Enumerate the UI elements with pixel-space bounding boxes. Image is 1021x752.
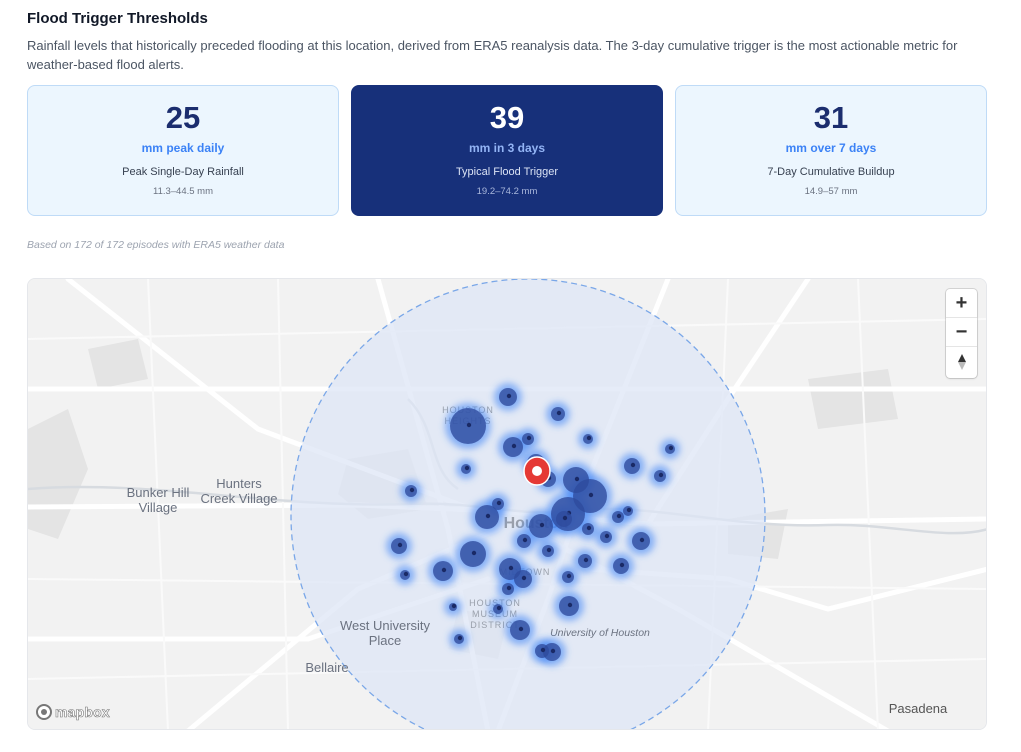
episode-point — [471, 550, 477, 556]
episode-point — [616, 513, 622, 519]
cumulative-buildup-value: 31 — [813, 100, 849, 135]
map-zoom-controls: + − — [946, 289, 977, 378]
episode-point — [441, 567, 447, 573]
search-radius — [290, 279, 766, 729]
episode-point — [409, 487, 415, 493]
episode-point — [506, 393, 512, 399]
map-canvas[interactable]: Bunker Hill Village Hunters Creek Village … — [28, 279, 987, 730]
episode-point — [550, 648, 556, 654]
mapbox-wordmark: mapbox — [55, 704, 110, 721]
episode-point — [464, 465, 470, 471]
label-university-of-houston: University of Houston — [550, 627, 650, 639]
episode-point — [668, 445, 674, 451]
episode-point — [508, 565, 514, 571]
episode-point — [540, 647, 546, 653]
episode-point — [518, 626, 524, 632]
episode-point — [539, 522, 545, 528]
episode-point — [397, 542, 403, 548]
cumulative-buildup-card: 31 mm over 7 days 7-Day Cumulative Build… — [675, 85, 987, 216]
zoom-in-button[interactable]: + — [946, 289, 977, 318]
episode-point — [485, 513, 491, 519]
episode-point — [658, 472, 664, 478]
label-bunker-hill: Bunker Hill Village — [127, 485, 190, 515]
location-marker-icon[interactable] — [523, 456, 551, 486]
episode-point — [451, 603, 457, 609]
episode-point — [496, 605, 502, 611]
episode-point — [522, 537, 528, 543]
peak-daily-label: Peak Single-Day Rainfall — [122, 166, 244, 178]
compass-icon — [957, 353, 966, 370]
episode-point — [511, 443, 517, 449]
flood-trigger-card: 39 mm in 3 days Typical Flood Trigger 19… — [351, 85, 663, 216]
episode-point — [556, 410, 562, 416]
label-hunters-creek: Hunters Creek Village — [200, 476, 277, 506]
episode-point — [457, 635, 463, 641]
episode-point — [639, 537, 645, 543]
flood-trigger-value: 39 — [489, 100, 525, 135]
peak-daily-card: 25 mm peak daily Peak Single-Day Rainfal… — [27, 85, 339, 216]
episode-point — [403, 571, 409, 577]
episode-point — [567, 602, 573, 608]
episode-point — [586, 525, 592, 531]
cumulative-buildup-unit: mm over 7 days — [785, 141, 877, 155]
peak-daily-range: 11.3–44.5 mm — [152, 186, 214, 197]
peak-daily-value: 25 — [165, 100, 201, 135]
label-west-university: West University Place — [340, 618, 431, 648]
peak-daily-unit: mm peak daily — [141, 141, 225, 155]
label-pasadena: Pasadena — [889, 701, 948, 716]
episode-note: Based on 172 of 172 episodes with ERA5 w… — [27, 239, 285, 251]
episode-point — [574, 476, 580, 482]
episode-point — [583, 557, 589, 563]
episode-point — [562, 515, 568, 521]
episode-point — [586, 435, 592, 441]
cumulative-buildup-range: 14.9–57 mm — [804, 186, 858, 197]
episode-point — [566, 573, 572, 579]
section-description: Rainfall levels that historically preced… — [27, 38, 958, 72]
mapbox-logo[interactable]: mapbox — [36, 704, 110, 720]
flood-trigger-unit: mm in 3 days — [468, 141, 546, 155]
flood-trigger-range: 19.2–74.2 mm — [476, 186, 538, 197]
label-bellaire: Bellaire — [305, 660, 348, 675]
episode-point — [630, 462, 636, 468]
episode-point — [496, 500, 502, 506]
flood-map[interactable]: Bunker Hill Village Hunters Creek Village … — [27, 278, 987, 730]
episode-point — [526, 435, 532, 441]
episode-point — [588, 492, 594, 498]
flood-trigger-label: Typical Flood Trigger — [455, 166, 559, 178]
compass-button[interactable] — [946, 347, 977, 376]
section-title: Flood Trigger Thresholds — [27, 10, 208, 27]
episode-point — [619, 562, 625, 568]
episode-point — [626, 507, 632, 513]
flood-episode-clusters — [386, 383, 680, 666]
episode-point — [604, 533, 610, 539]
mapbox-icon — [36, 704, 52, 720]
episode-point — [546, 547, 552, 553]
cumulative-buildup-label: 7-Day Cumulative Buildup — [767, 166, 895, 178]
episode-point — [466, 422, 472, 428]
episode-point — [506, 585, 512, 591]
episode-point — [521, 575, 527, 581]
zoom-out-button[interactable]: − — [946, 318, 977, 347]
